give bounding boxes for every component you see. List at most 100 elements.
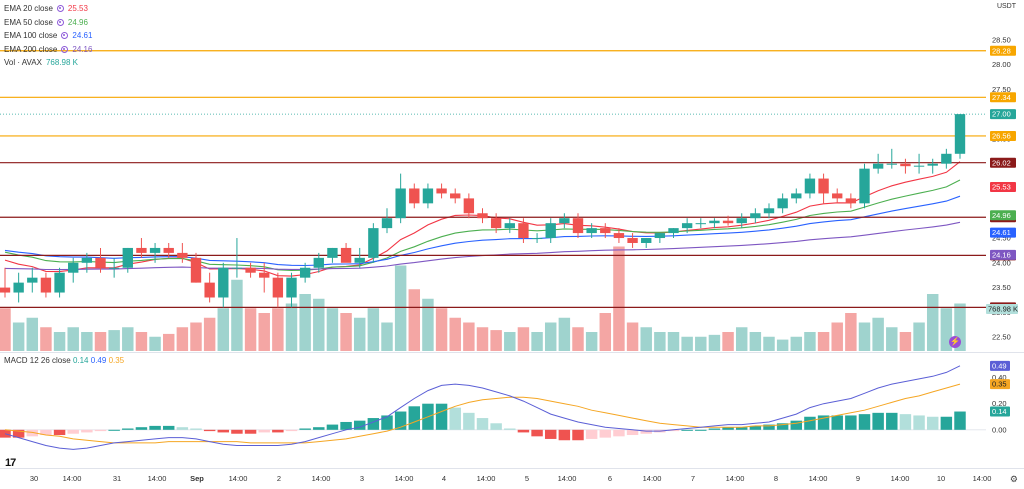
candle-body[interactable] xyxy=(177,252,188,258)
candle-body[interactable] xyxy=(149,247,161,253)
candle-body[interactable] xyxy=(327,247,338,258)
candle-body[interactable] xyxy=(218,267,229,298)
candle-body[interactable] xyxy=(259,272,270,278)
candle-body[interactable] xyxy=(313,257,324,268)
settings-icon[interactable] xyxy=(61,32,69,40)
candle-body[interactable] xyxy=(54,272,65,293)
macd-axis-tick: 0.00 xyxy=(992,425,1007,434)
candle-body[interactable] xyxy=(722,220,734,224)
candle-body[interactable] xyxy=(954,114,966,154)
candle-body[interactable] xyxy=(422,188,434,204)
candle-body[interactable] xyxy=(750,213,761,219)
candle-body[interactable] xyxy=(586,228,597,234)
macd-histogram-bar xyxy=(176,427,189,430)
volume-bar xyxy=(531,332,543,351)
legend-ema200[interactable]: EMA 200 close 24.16 xyxy=(4,43,92,57)
candle-body[interactable] xyxy=(559,218,570,224)
candle-body[interactable] xyxy=(572,218,584,234)
candle-body[interactable] xyxy=(600,228,611,234)
candle-body[interactable] xyxy=(736,218,747,224)
candle-body[interactable] xyxy=(913,165,925,167)
candle-body[interactable] xyxy=(27,277,38,283)
candle-body[interactable] xyxy=(190,257,202,283)
volume-bar xyxy=(122,327,134,351)
candle-body[interactable] xyxy=(927,163,938,166)
settings-icon[interactable] xyxy=(56,18,64,26)
candle-body[interactable] xyxy=(409,188,420,204)
settings-icon[interactable] xyxy=(61,45,69,53)
candle-body[interactable] xyxy=(13,282,24,293)
alert-bolt-icon[interactable]: ⚡ xyxy=(949,336,961,348)
candle-body[interactable] xyxy=(286,277,297,298)
candle-body[interactable] xyxy=(695,223,706,225)
gear-icon[interactable]: ⚙ xyxy=(1009,474,1018,484)
macd-histogram-bar xyxy=(858,414,871,430)
candle-body[interactable] xyxy=(231,267,243,269)
candle-body[interactable] xyxy=(941,153,952,164)
candle-body[interactable] xyxy=(450,193,461,199)
candle-body[interactable] xyxy=(641,238,652,243)
macd-histogram-bar xyxy=(722,427,734,430)
candle-body[interactable] xyxy=(668,228,679,234)
candle-body[interactable] xyxy=(354,257,365,263)
legend-ema20[interactable]: EMA 20 close 25.53 xyxy=(4,2,92,16)
candle-body[interactable] xyxy=(272,277,284,298)
candle-body[interactable] xyxy=(163,247,174,253)
candle-body[interactable] xyxy=(832,193,843,199)
settings-icon[interactable] xyxy=(56,5,64,13)
legend-volume[interactable]: Vol · AVAX 768.98 K xyxy=(4,56,92,70)
candle-body[interactable] xyxy=(40,277,52,293)
candle-body[interactable] xyxy=(490,218,502,229)
candle-body[interactable] xyxy=(859,168,870,204)
candle-body[interactable] xyxy=(886,163,897,165)
macd-histogram-bar xyxy=(558,429,571,441)
candle-body[interactable] xyxy=(136,247,147,253)
candle-body[interactable] xyxy=(545,223,556,239)
candle-body[interactable] xyxy=(845,198,857,204)
candle-body[interactable] xyxy=(81,257,93,263)
candle-body[interactable] xyxy=(900,163,911,167)
legend-ema100[interactable]: EMA 100 close 24.61 xyxy=(4,29,92,43)
candle-body[interactable] xyxy=(709,220,720,224)
candle-body[interactable] xyxy=(477,213,488,219)
candle-body[interactable] xyxy=(763,208,775,214)
macd-legend[interactable]: MACD 12 26 close 0.14 0.49 0.35 xyxy=(4,356,124,365)
currency-label[interactable]: USDT xyxy=(996,3,1016,10)
candle-body[interactable] xyxy=(654,233,666,239)
candle-body[interactable] xyxy=(108,267,120,269)
macd-histogram-bar xyxy=(667,429,680,432)
macd-histogram-bar xyxy=(872,412,884,430)
candle-body[interactable] xyxy=(531,238,543,240)
candle-body[interactable] xyxy=(804,178,816,194)
macd-histogram-bar xyxy=(272,429,284,433)
candle-body[interactable] xyxy=(245,267,256,273)
candle-body[interactable] xyxy=(518,223,529,239)
macd-histogram-bar xyxy=(476,418,489,430)
candle-body[interactable] xyxy=(395,188,406,219)
tradingview-logo-icon[interactable]: 17 xyxy=(5,457,16,469)
candle-body[interactable] xyxy=(95,257,106,268)
candle-body[interactable] xyxy=(872,163,884,169)
legend-ema50[interactable]: EMA 50 close 24.96 xyxy=(4,16,92,30)
candle-body[interactable] xyxy=(613,233,625,239)
candle-body[interactable] xyxy=(299,267,311,278)
candle-body[interactable] xyxy=(122,247,133,268)
candle-body[interactable] xyxy=(504,223,515,229)
candle-body[interactable] xyxy=(777,198,788,209)
candle-body[interactable] xyxy=(627,238,638,243)
candle-body[interactable] xyxy=(818,178,829,194)
candle-body[interactable] xyxy=(0,287,11,293)
candle-body[interactable] xyxy=(791,193,802,199)
macd-histogram-bar xyxy=(285,429,298,432)
candle-body[interactable] xyxy=(368,228,379,258)
candle-body[interactable] xyxy=(204,282,215,298)
candle-body[interactable] xyxy=(68,262,79,273)
candle-body[interactable] xyxy=(463,198,475,214)
candle-body[interactable] xyxy=(436,188,447,194)
candle-body[interactable] xyxy=(681,223,693,229)
macd-histogram-bar xyxy=(831,415,843,430)
candle-body[interactable] xyxy=(381,218,393,229)
volume-bar xyxy=(954,303,966,351)
candle-body[interactable] xyxy=(340,247,352,263)
